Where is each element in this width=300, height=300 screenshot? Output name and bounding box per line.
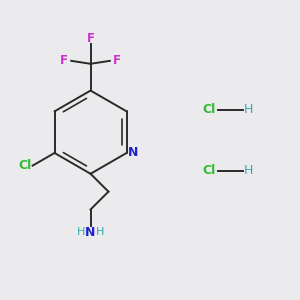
- Text: H: H: [243, 103, 253, 116]
- Text: Cl: Cl: [203, 103, 216, 116]
- Text: H: H: [77, 227, 85, 237]
- Text: Cl: Cl: [19, 159, 32, 172]
- Text: H: H: [243, 164, 253, 177]
- Text: F: F: [60, 54, 68, 67]
- Text: Cl: Cl: [203, 164, 216, 177]
- Text: H: H: [96, 227, 104, 237]
- Text: N: N: [85, 226, 96, 239]
- Text: N: N: [128, 146, 138, 160]
- Text: F: F: [113, 54, 121, 67]
- Text: F: F: [87, 32, 94, 45]
